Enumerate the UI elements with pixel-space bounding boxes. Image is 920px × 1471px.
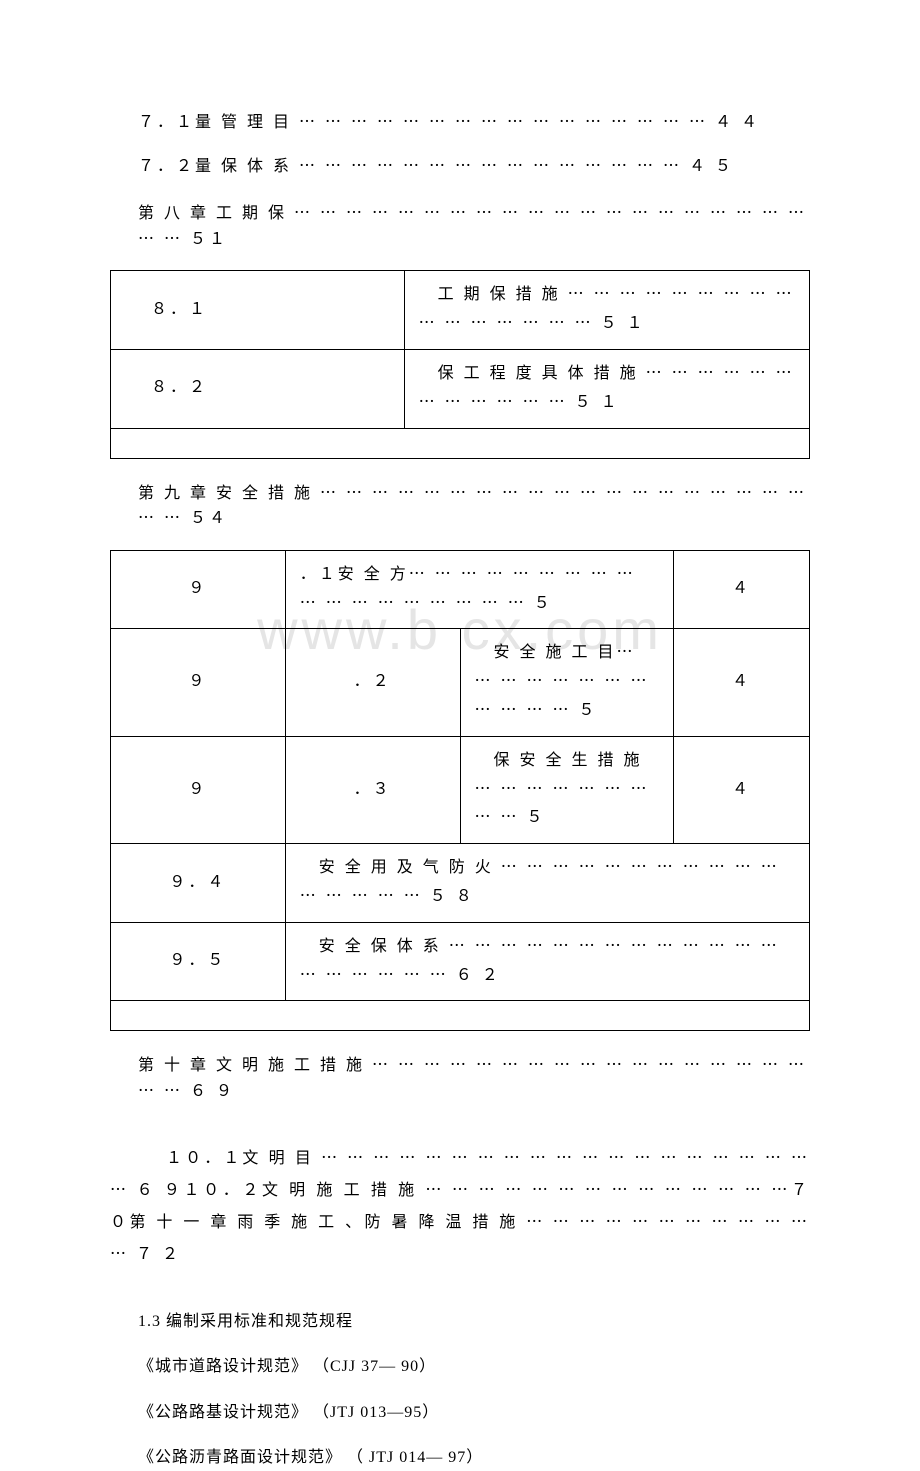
cell-9-2-a: ９ [111, 629, 286, 736]
table-row: ８．２ 保 工 程 度 具 体 措 施 ⋯ ⋯ ⋯ ⋯ ⋯ ⋯ ⋯ ⋯ ⋯ ⋯ … [111, 349, 810, 428]
table-row: ９．５ 安 全 保 体 系 ⋯ ⋯ ⋯ ⋯ ⋯ ⋯ ⋯ ⋯ ⋯ ⋯ ⋯ ⋯ ⋯ … [111, 922, 810, 1001]
chapter-10-heading: 第 十 章 文 明 施 工 措 施 ⋯ ⋯ ⋯ ⋯ ⋯ ⋯ ⋯ ⋯ ⋯ ⋯ ⋯ … [110, 1053, 810, 1104]
cell-9-3-b: ．３ [285, 736, 460, 843]
table-chapter-9: ９ ．１安 全 方⋯ ⋯ ⋯ ⋯ ⋯ ⋯ ⋯ ⋯ ⋯ ⋯ ⋯ ⋯ ⋯ ⋯ ⋯ ⋯… [110, 550, 810, 1032]
cell-8-2-num: ８．２ [111, 349, 405, 428]
cell-9-3-a: ９ [111, 736, 286, 843]
chapter-10-paragraph: １０．１文 明 目 ⋯ ⋯ ⋯ ⋯ ⋯ ⋯ ⋯ ⋯ ⋯ ⋯ ⋯ ⋯ ⋯ ⋯ ⋯ … [110, 1143, 810, 1271]
table-row-empty [111, 428, 810, 458]
cell-9-4-b: 安 全 用 及 气 防 火 ⋯ ⋯ ⋯ ⋯ ⋯ ⋯ ⋯ ⋯ ⋯ ⋯ ⋯ ⋯ ⋯ … [285, 844, 809, 923]
cell-9-2-c: 安 全 施 工 目⋯ ⋯ ⋯ ⋯ ⋯ ⋯ ⋯ ⋯ ⋯ ⋯ ⋯ ⋯ ５ [460, 629, 674, 736]
table-row: ９ ．１安 全 方⋯ ⋯ ⋯ ⋯ ⋯ ⋯ ⋯ ⋯ ⋯ ⋯ ⋯ ⋯ ⋯ ⋯ ⋯ ⋯… [111, 550, 810, 629]
cell-8-1-num: ８．１ [111, 271, 405, 350]
cell-9-1-d: ４ [674, 550, 810, 629]
standard-item: 《城市道路设计规范》 （CJJ 37— 90） [110, 1354, 810, 1380]
cell-9-5-b: 安 全 保 体 系 ⋯ ⋯ ⋯ ⋯ ⋯ ⋯ ⋯ ⋯ ⋯ ⋯ ⋯ ⋯ ⋯ ⋯ ⋯ … [285, 922, 809, 1001]
chapter-8-heading: 第 八 章 工 期 保 ⋯ ⋯ ⋯ ⋯ ⋯ ⋯ ⋯ ⋯ ⋯ ⋯ ⋯ ⋯ ⋯ ⋯ … [110, 201, 810, 252]
section-1-3-heading: 1.3 编制采用标准和规范规程 [110, 1309, 810, 1335]
cell-9-4-a: ９．４ [111, 844, 286, 923]
standard-item: 《公路沥青路面设计规范》 （ JTJ 014— 97） [110, 1445, 810, 1471]
table-row: ９ ．２ 安 全 施 工 目⋯ ⋯ ⋯ ⋯ ⋯ ⋯ ⋯ ⋯ ⋯ ⋯ ⋯ ⋯ ５ … [111, 629, 810, 736]
toc-item-7-2: ７．２量 保 体 系 ⋯ ⋯ ⋯ ⋯ ⋯ ⋯ ⋯ ⋯ ⋯ ⋯ ⋯ ⋯ ⋯ ⋯ ⋯… [110, 154, 810, 180]
empty-cell [111, 1001, 810, 1031]
cell-8-2-text: 保 工 程 度 具 体 措 施 ⋯ ⋯ ⋯ ⋯ ⋯ ⋯ ⋯ ⋯ ⋯ ⋯ ⋯ ⋯ … [404, 349, 809, 428]
empty-cell [111, 428, 810, 458]
cell-9-5-a: ９．５ [111, 922, 286, 1001]
cell-9-3-d: ４ [674, 736, 810, 843]
cell-9-1-a: ９ [111, 550, 286, 629]
table-chapter-8: ８．１ 工 期 保 措 施 ⋯ ⋯ ⋯ ⋯ ⋯ ⋯ ⋯ ⋯ ⋯ ⋯ ⋯ ⋯ ⋯ … [110, 270, 810, 458]
standards-list: 《城市道路设计规范》 （CJJ 37— 90） 《公路路基设计规范》 （JTJ … [110, 1354, 810, 1471]
cell-9-2-d: ４ [674, 629, 810, 736]
table-row: ９ ．３ 保 安 全 生 措 施 ⋯ ⋯ ⋯ ⋯ ⋯ ⋯ ⋯ ⋯ ⋯ ５ ４ [111, 736, 810, 843]
standard-item: 《公路路基设计规范》 （JTJ 013—95） [110, 1400, 810, 1426]
table-row: ８．１ 工 期 保 措 施 ⋯ ⋯ ⋯ ⋯ ⋯ ⋯ ⋯ ⋯ ⋯ ⋯ ⋯ ⋯ ⋯ … [111, 271, 810, 350]
cell-9-3-c: 保 安 全 生 措 施 ⋯ ⋯ ⋯ ⋯ ⋯ ⋯ ⋯ ⋯ ⋯ ５ [460, 736, 674, 843]
cell-9-2-b: ．２ [285, 629, 460, 736]
chapter-9-heading: 第 九 章 安 全 措 施 ⋯ ⋯ ⋯ ⋯ ⋯ ⋯ ⋯ ⋯ ⋯ ⋯ ⋯ ⋯ ⋯ … [110, 481, 810, 532]
table-row-empty [111, 1001, 810, 1031]
cell-8-1-text: 工 期 保 措 施 ⋯ ⋯ ⋯ ⋯ ⋯ ⋯ ⋯ ⋯ ⋯ ⋯ ⋯ ⋯ ⋯ ⋯ ⋯ … [404, 271, 809, 350]
cell-9-1-b: ．１安 全 方⋯ ⋯ ⋯ ⋯ ⋯ ⋯ ⋯ ⋯ ⋯ ⋯ ⋯ ⋯ ⋯ ⋯ ⋯ ⋯ ⋯… [285, 550, 673, 629]
toc-item-7-1: ７．１量 管 理 目 ⋯ ⋯ ⋯ ⋯ ⋯ ⋯ ⋯ ⋯ ⋯ ⋯ ⋯ ⋯ ⋯ ⋯ ⋯… [110, 110, 810, 136]
table-row: ９．４ 安 全 用 及 气 防 火 ⋯ ⋯ ⋯ ⋯ ⋯ ⋯ ⋯ ⋯ ⋯ ⋯ ⋯ … [111, 844, 810, 923]
para-10-text: １０．１文 明 目 ⋯ ⋯ ⋯ ⋯ ⋯ ⋯ ⋯ ⋯ ⋯ ⋯ ⋯ ⋯ ⋯ ⋯ ⋯ … [110, 1143, 810, 1271]
